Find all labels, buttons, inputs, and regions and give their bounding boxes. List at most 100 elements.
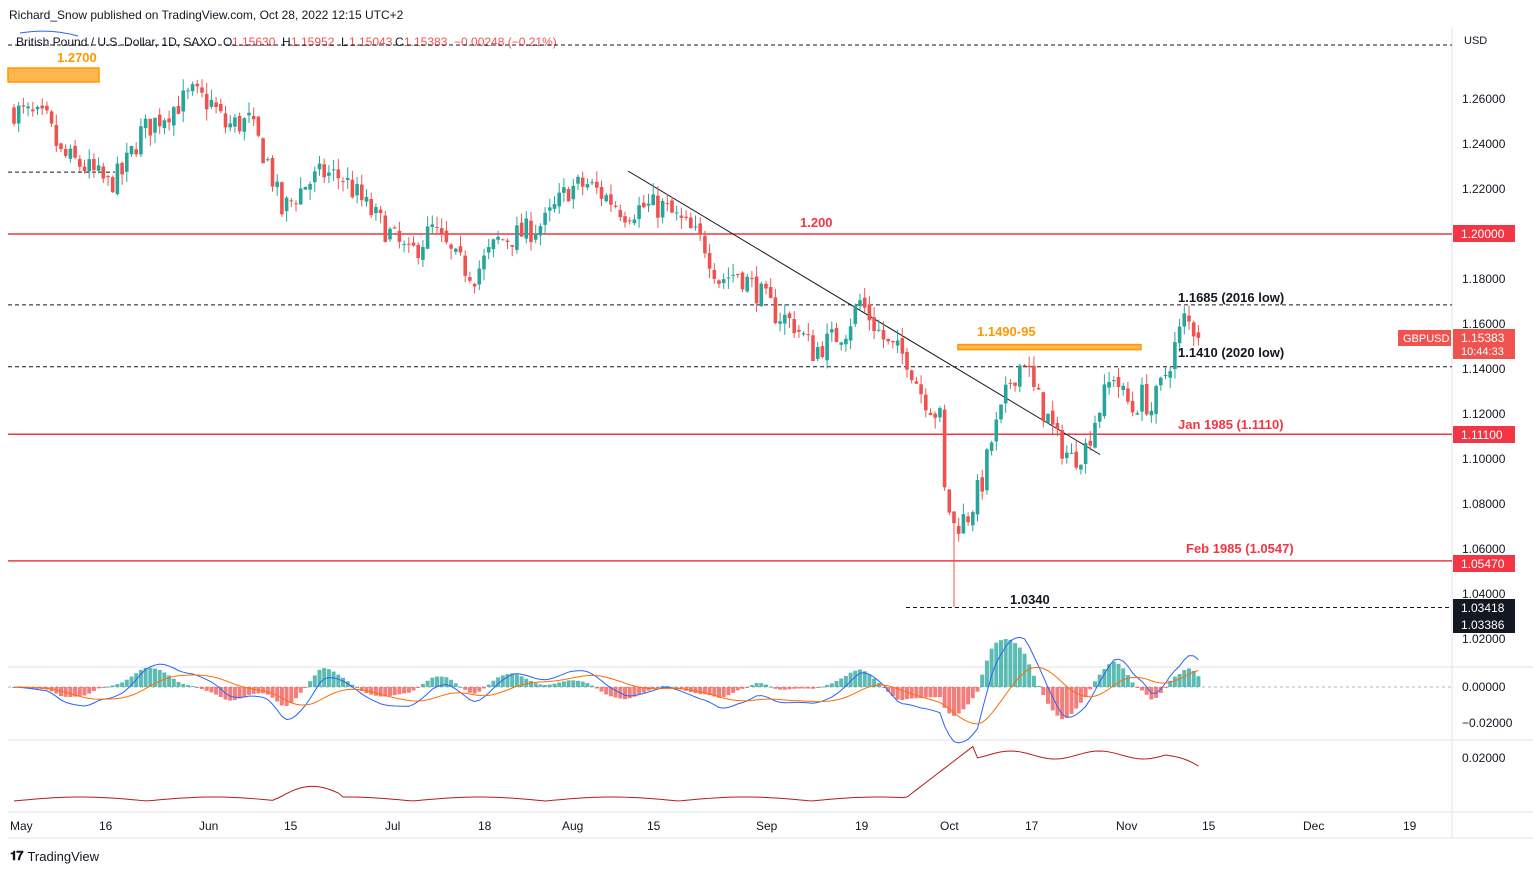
time-tick-label: 15 <box>647 819 661 833</box>
macd-histogram-bar <box>171 678 176 687</box>
macd-histogram-bar <box>218 687 223 698</box>
candle-body <box>449 244 453 249</box>
macd-histogram-bar <box>96 687 101 689</box>
candle-body <box>712 270 717 279</box>
price-tick-label: 1.12000 <box>1462 407 1506 421</box>
candle-body <box>486 246 491 253</box>
macd-histogram-bar <box>1111 661 1116 687</box>
candle-body <box>397 230 402 242</box>
candle-body <box>571 185 576 200</box>
candle-body <box>674 212 679 214</box>
candle-body <box>1187 315 1191 322</box>
candle-body <box>656 195 660 218</box>
macd-histogram-bar <box>1050 687 1055 711</box>
macd-histogram-bar <box>1022 653 1027 687</box>
badge-symbol <box>1398 330 1451 346</box>
candle-body <box>364 196 369 202</box>
macd-histogram-bar <box>298 687 303 693</box>
candle-body <box>557 192 561 207</box>
candle-body <box>806 334 811 336</box>
candle-body <box>172 107 176 126</box>
macd-histogram-bar <box>176 681 181 687</box>
candle-body <box>867 304 872 321</box>
price-tick-label: 1.10000 <box>1462 452 1506 466</box>
badge-10547 <box>1453 555 1515 572</box>
macd-histogram-bar <box>524 678 529 687</box>
candle-body <box>1093 422 1097 448</box>
macd-histogram-bar <box>482 687 486 689</box>
candle-body <box>797 329 801 332</box>
macd-histogram-bar <box>444 677 449 687</box>
candle-body <box>1069 452 1074 454</box>
candle-body <box>566 189 571 202</box>
candle-body <box>35 106 40 110</box>
badge-103386 <box>1453 616 1515 633</box>
macd-histogram-bar <box>613 687 618 698</box>
candle-body <box>1168 371 1172 378</box>
candle-body <box>646 203 651 206</box>
label-jan1985: Jan 1985 (1.1110) <box>1178 417 1284 432</box>
label-1685: 1.1685 (2016 low) <box>1178 290 1284 305</box>
macd-histogram-bar <box>698 687 703 695</box>
macd-histogram-bar <box>425 680 430 687</box>
candle-body <box>407 243 411 245</box>
macd-histogram-bar <box>665 685 670 687</box>
macd-histogram-bar <box>120 682 125 687</box>
candle-body <box>642 202 646 208</box>
candle-body <box>754 276 759 304</box>
macd-histogram-bar <box>275 687 280 702</box>
macd-histogram-bar <box>815 687 820 688</box>
candle-body <box>106 176 110 178</box>
macd-histogram-bar <box>637 687 642 695</box>
macd-histogram-bar <box>167 675 172 687</box>
macd-histogram-bar <box>956 687 961 714</box>
macd-histogram-bar <box>355 687 360 689</box>
candle-body <box>491 239 496 250</box>
candle-body <box>439 228 444 234</box>
candle-body <box>966 516 970 523</box>
zone-1490-box <box>957 343 1142 351</box>
candle-body <box>740 272 745 290</box>
candle-body <box>684 216 688 218</box>
candle-body <box>388 228 392 240</box>
candle-body <box>665 203 670 205</box>
macd-histogram-bar <box>811 687 815 689</box>
macd-histogram-bar <box>514 674 519 687</box>
candle-body <box>707 252 712 269</box>
candle-body <box>341 181 345 183</box>
candle-body <box>101 166 106 179</box>
macd-histogram-bar <box>999 640 1003 687</box>
candle-body <box>350 179 355 198</box>
zone-1270-box[interactable] <box>7 67 100 83</box>
candle-body <box>209 99 214 107</box>
candle-body <box>801 333 806 335</box>
macd-histogram-bar <box>87 687 92 694</box>
candle-body <box>247 112 251 116</box>
macd-histogram-bar <box>326 669 331 687</box>
macd-histogram-bar <box>782 687 787 690</box>
macd-histogram-bar <box>1083 687 1088 697</box>
macd-histogram-bar <box>308 681 313 687</box>
candle-body <box>134 149 138 155</box>
candle-body <box>45 105 49 111</box>
candle-body <box>157 114 162 127</box>
candle-body <box>604 195 608 202</box>
macd-histogram-bar <box>463 687 468 690</box>
macd-histogram-bar <box>989 648 994 687</box>
macd-histogram-bar <box>905 687 909 700</box>
macd-histogram-bar <box>228 687 233 701</box>
candle-body <box>1173 342 1177 370</box>
candle-body <box>529 220 533 243</box>
macd-histogram-bar <box>627 687 632 699</box>
candle-body <box>360 184 364 201</box>
badge-1200-text: 1.20000 <box>1461 227 1505 241</box>
macd-histogram-bar <box>1196 676 1201 687</box>
macd-histogram-bar <box>933 687 938 698</box>
candle-body <box>872 317 876 332</box>
price-tick-label: 1.02000 <box>1462 632 1506 646</box>
candle-body <box>219 104 223 112</box>
macd-histogram-bar <box>1135 687 1140 688</box>
candle-body <box>942 409 947 488</box>
